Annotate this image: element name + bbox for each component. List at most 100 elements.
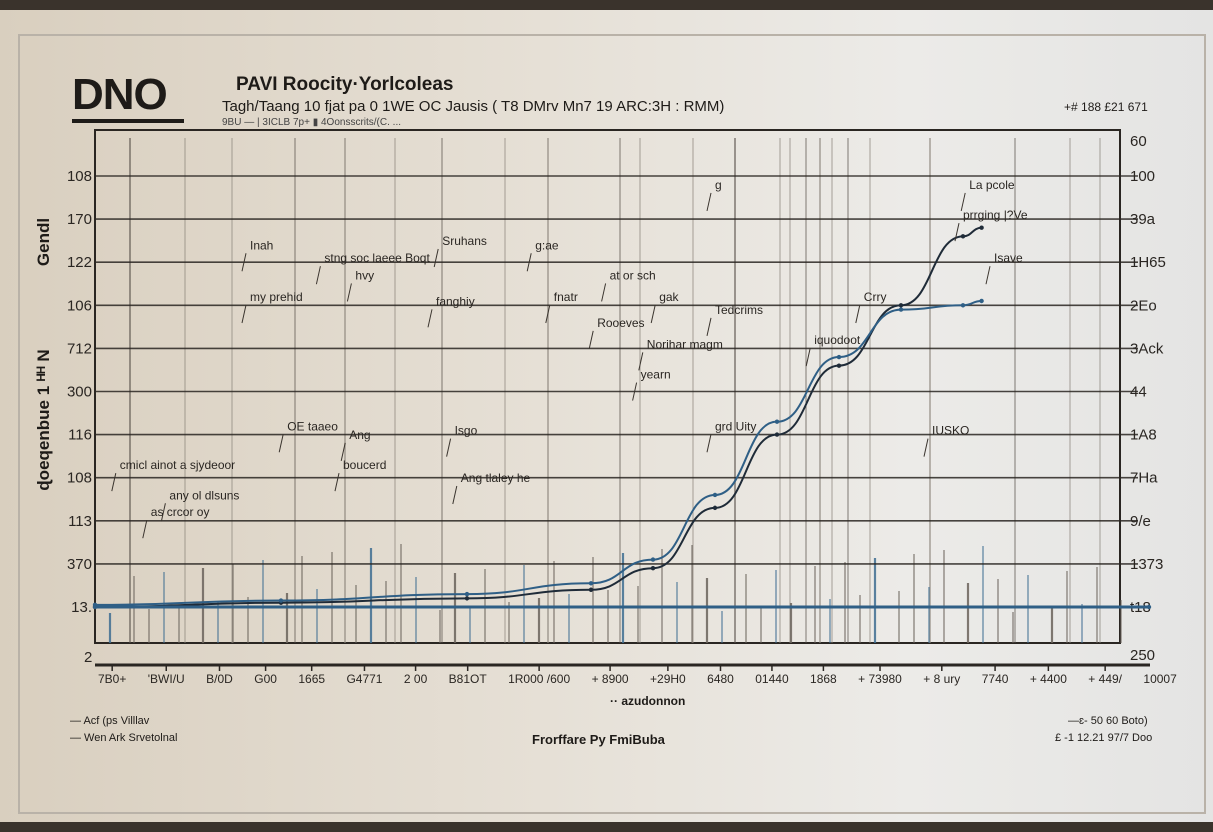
x-tick-label: B81OT — [449, 672, 488, 686]
y-tick-label-right: 1H65 — [1130, 254, 1166, 271]
annotation-label: prrging |?Ve — [963, 208, 1028, 222]
annotation-label: boucerd — [343, 458, 386, 472]
annotation-leader — [805, 347, 811, 367]
annotation-leader — [706, 434, 712, 453]
data-point — [898, 303, 904, 308]
x-tick-label: 1868 — [810, 672, 837, 686]
y-tick-label-right: 100 — [1130, 168, 1155, 185]
series-line-2 — [94, 299, 982, 606]
footer-note-left-2: — Wen Ark Srvetolnal — [70, 732, 178, 744]
annotation-leader — [545, 304, 551, 324]
data-point — [898, 307, 904, 312]
annotation-leader — [346, 283, 352, 302]
y-tick-label-left: 712 — [67, 340, 92, 357]
annotation-leader — [278, 434, 284, 453]
footer-note-right-2: £ -1 12.21 97/7 Doo — [1055, 732, 1153, 744]
annotation-leader — [142, 520, 148, 539]
annotation-label: any ol dlsuns — [169, 488, 239, 502]
data-point — [712, 492, 718, 498]
annotation-label: g — [715, 178, 722, 192]
x-tick-label: + 73980 — [858, 672, 902, 686]
annotation-label: fanghiy — [436, 294, 475, 308]
data-point — [1146, 604, 1152, 610]
y-tick-label-left: 122 — [67, 254, 92, 271]
x-tick-label: G4771 — [346, 672, 382, 686]
annotation-label: Inah — [250, 238, 273, 252]
y-tick-label-right: 1A8 — [1130, 427, 1157, 444]
annotation-leader — [985, 266, 991, 285]
annotation-label: as crcor oy — [151, 505, 210, 519]
data-point — [588, 587, 594, 592]
y-tick-label-right: 39a — [1130, 211, 1156, 228]
data-point — [979, 298, 984, 304]
annotation-label: IUSKO — [932, 424, 969, 438]
y-tick-label-left: 116 — [68, 427, 92, 444]
annotation-label: Norihar magm — [647, 337, 723, 351]
data-point — [979, 225, 984, 230]
annotation-label: fnatr — [554, 290, 578, 304]
logo: DNO — [72, 70, 168, 119]
y-tick-label-left: 108 — [67, 470, 92, 487]
annotation-label: cmicl ainot a sjydeoor — [120, 458, 235, 472]
y-tick-label-right: 7Ha — [1130, 470, 1158, 487]
x-tick-label: 2 00 — [404, 672, 428, 686]
annotation-label: Crry — [864, 290, 887, 304]
annotation-leader — [340, 442, 346, 462]
annotation-label: Isgo — [455, 424, 478, 438]
x-tick-label: G00 — [254, 672, 277, 686]
data-point — [650, 557, 656, 562]
data-point — [960, 303, 966, 308]
annotation-label: iquodoot — [814, 333, 861, 347]
annotation-label: Ang — [349, 428, 370, 442]
annotation-leader — [923, 438, 929, 457]
series-line-1 — [94, 226, 982, 608]
y-tick-label-right: 9/e — [1130, 513, 1151, 530]
annotation-leader — [650, 304, 656, 324]
y-tick-label-left: 108 — [67, 168, 92, 185]
chart-sheet — [0, 10, 1213, 822]
y-tick-label-left: 170 — [67, 211, 92, 228]
y-origin-label: 2 — [84, 649, 92, 666]
annotation-leader — [960, 192, 966, 212]
annotation-label: at or sch — [610, 268, 656, 282]
x-tick-label: + 449/ — [1088, 672, 1122, 686]
annotation-leader — [334, 472, 340, 492]
y-tick-label-left: 106 — [67, 297, 92, 314]
annotation-label: Ang tlaley he — [461, 471, 531, 485]
annotation-leader — [433, 248, 439, 268]
annotation-label: La pcole — [969, 178, 1015, 192]
annotation-leader — [632, 382, 638, 401]
x-tick-label: 7740 — [982, 672, 1009, 686]
annotation-leader — [706, 317, 712, 337]
x-tick-label: + 8 ury — [923, 672, 960, 686]
annotation-leader — [241, 253, 247, 272]
annotation-label: Rooeves — [597, 316, 644, 330]
data-point — [464, 591, 470, 597]
data-point — [464, 596, 470, 601]
data-point — [960, 234, 966, 239]
x-tick-label: B/0D — [206, 672, 233, 686]
annotation-label: hvy — [355, 268, 374, 282]
annotation-leader — [588, 330, 594, 349]
annotation-label: stng soc laeee Boqt — [324, 251, 430, 265]
y-tick-label-right: 44 — [1130, 384, 1147, 401]
x-tick-label: +29H0 — [650, 672, 686, 686]
annotation-leader — [638, 352, 644, 371]
data-point — [588, 581, 594, 586]
y-tick-label-right: 60 — [1130, 133, 1147, 150]
logo-underline — [72, 119, 184, 123]
annotation-leader — [241, 304, 247, 324]
y-tick-label-right: 3Ack — [1130, 340, 1164, 357]
chart-title: PAVI Roocity·Yorlcoleas — [236, 74, 454, 95]
y-tick-label-left: 370 — [67, 556, 92, 573]
x-tick-label: 'BWI/U — [148, 672, 185, 686]
plot-frame — [94, 129, 1121, 644]
top-right-label: +# 188 £21 671 — [1064, 100, 1148, 114]
y-tick-label-left: 113 — [68, 513, 92, 530]
footer-credit: Frorffare Py FmiBuba — [532, 732, 665, 747]
y-corner-label: 250 — [1130, 647, 1155, 664]
data-point — [92, 604, 98, 610]
annotation-label: yearn — [641, 368, 671, 382]
annotation-leader — [452, 485, 458, 505]
